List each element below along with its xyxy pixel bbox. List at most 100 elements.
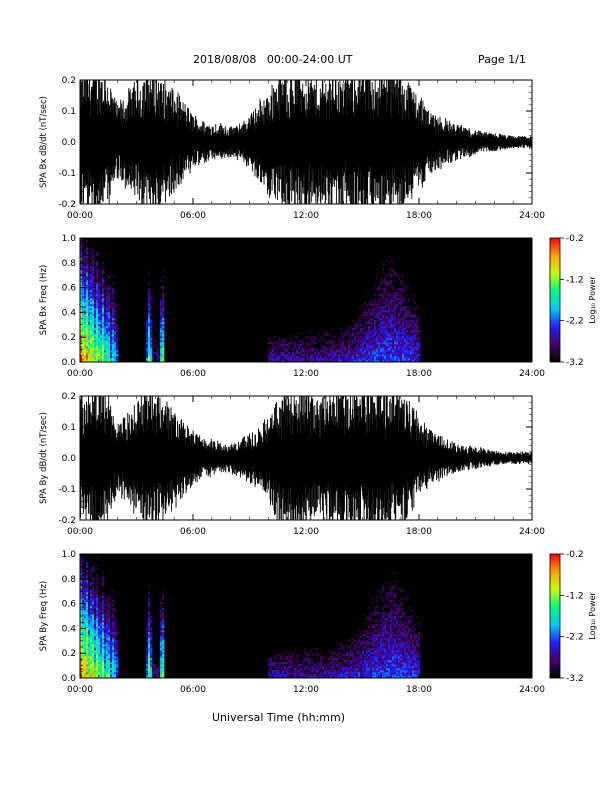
spectrogram-cell	[388, 328, 391, 331]
spectrogram-cell	[84, 334, 87, 337]
spectrogram-cell	[294, 674, 297, 677]
spectrogram-cell	[406, 330, 409, 333]
spectrogram-cell	[304, 676, 307, 679]
spectrogram-cell	[362, 358, 365, 361]
spectrogram-cell	[378, 288, 381, 291]
spectrogram-cell	[346, 352, 349, 355]
spectrogram-cell	[376, 646, 379, 649]
spectrogram-cell	[418, 348, 421, 351]
spectrogram-cell	[416, 320, 419, 323]
spectrogram-cell	[402, 650, 405, 653]
spectrogram-cell	[88, 638, 91, 641]
spectrogram-cell	[102, 614, 105, 617]
spectrogram-cell	[106, 336, 109, 339]
spectrogram-cell	[396, 340, 399, 343]
spectrogram-cell	[278, 654, 281, 657]
spectrogram-cell	[86, 258, 89, 261]
spectrogram-cell	[390, 260, 393, 263]
spectrogram-cell	[90, 668, 93, 671]
spectrogram-cell	[84, 674, 87, 677]
spectrogram-cell	[116, 356, 119, 359]
spectrogram-cell	[398, 666, 401, 669]
spectrogram-cell	[92, 602, 95, 605]
spectrogram-cell	[412, 328, 415, 331]
spectrogram-cell	[310, 664, 313, 667]
spectrogram-cell	[102, 316, 105, 319]
spectrogram-cell	[96, 320, 99, 323]
spectrogram-cell	[102, 674, 105, 677]
spectrogram-cell	[396, 644, 399, 647]
spectrogram-cell	[404, 290, 407, 293]
spectrogram-cell	[294, 658, 297, 661]
spectrogram-cell	[116, 646, 119, 649]
spectrogram-cell	[392, 326, 395, 329]
spectrogram-cell	[386, 284, 389, 287]
spectrogram-cell	[96, 336, 99, 339]
spectrogram-cell	[84, 636, 87, 639]
spectrogram-cell	[384, 288, 387, 291]
spectrogram-cell	[374, 346, 377, 349]
spectrogram-cell	[148, 660, 151, 663]
spectrogram-cell	[284, 666, 287, 669]
spectrogram-cell	[414, 346, 417, 349]
spectrogram-cell	[412, 338, 415, 341]
spectrogram-cell	[372, 354, 375, 357]
spectrogram-cell	[384, 322, 387, 325]
spectrogram-cell	[336, 664, 339, 667]
spectrogram-cell	[88, 676, 91, 679]
spectrogram-cell	[90, 570, 93, 573]
spectrogram-cell	[390, 622, 393, 625]
spectrogram-cell	[342, 358, 345, 361]
spectrogram-cell	[378, 316, 381, 319]
spectrogram-cell	[392, 356, 395, 359]
spectrogram-cell	[308, 662, 311, 665]
spectrogram-cell	[148, 666, 151, 669]
spectrogram-cell	[390, 632, 393, 635]
spectrogram-cell	[110, 616, 113, 619]
spectrogram-cell	[114, 322, 117, 325]
spectrogram-cell	[396, 646, 399, 649]
spectrogram-cell	[380, 636, 383, 639]
spectrogram-cell	[372, 632, 375, 635]
spectrogram-cell	[104, 622, 107, 625]
spectrogram-cell	[336, 654, 339, 657]
spectrogram-cell	[106, 314, 109, 317]
spectrogram-cell	[112, 638, 115, 641]
spectrogram-cell	[104, 614, 107, 617]
spectrogram-cell	[398, 358, 401, 361]
spectrogram-cell	[382, 320, 385, 323]
spectrogram-cell	[160, 300, 163, 303]
spectrogram-cell	[82, 640, 85, 643]
spectrogram-cell	[88, 338, 91, 341]
spectrogram-cell	[372, 316, 375, 319]
spectrogram-cell	[310, 356, 313, 359]
spectrogram-cell	[104, 618, 107, 621]
spectrogram-cell	[370, 318, 373, 321]
spectrogram-cell	[382, 656, 385, 659]
spectrogram-cell	[370, 670, 373, 673]
spectrogram-cell	[160, 328, 163, 331]
spectrogram-cell	[318, 350, 321, 353]
spectrogram-cell	[90, 274, 93, 277]
spectrogram-cell	[390, 332, 393, 335]
spectrogram-cell	[86, 578, 89, 581]
spectrogram-cell	[82, 312, 85, 315]
spectrogram-cell	[80, 340, 83, 343]
spectrogram-cell	[162, 632, 165, 635]
spectrogram-cell	[372, 630, 375, 633]
spectrogram-cell	[362, 668, 365, 671]
spectrogram-cell	[82, 560, 85, 563]
spectrogram-cell	[398, 298, 401, 301]
spectrogram-cell	[396, 652, 399, 655]
spectrogram-cell	[356, 646, 359, 649]
spectrogram-cell	[396, 612, 399, 615]
spectrogram-cell	[160, 638, 163, 641]
spectrogram-cell	[98, 618, 101, 621]
spectrogram-cell	[414, 348, 417, 351]
spectrogram-cell	[392, 318, 395, 321]
spectrogram-cell	[336, 350, 339, 353]
spectrogram-cell	[114, 304, 117, 307]
spectrogram-cell	[340, 358, 343, 361]
spectrogram-cell	[88, 590, 91, 593]
spectrogram-cell	[376, 620, 379, 623]
